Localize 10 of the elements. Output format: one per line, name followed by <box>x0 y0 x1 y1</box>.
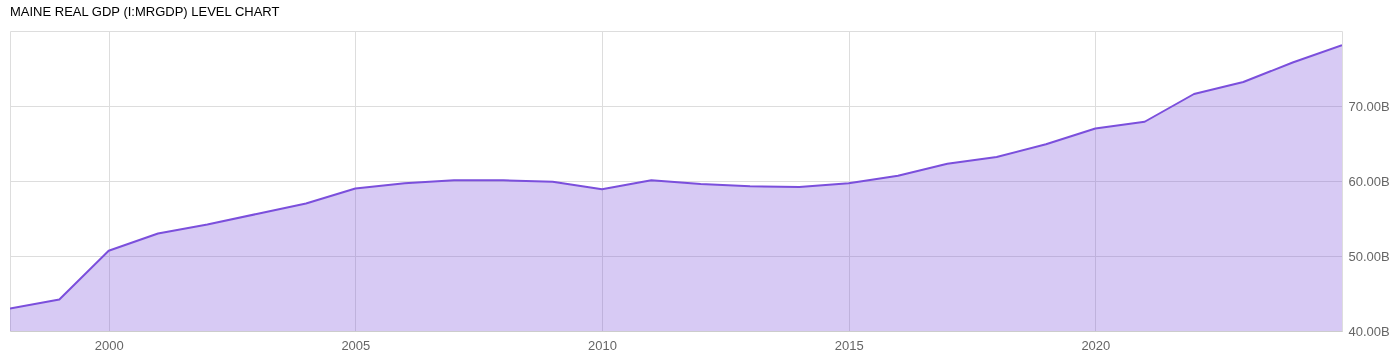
chart-title: MAINE REAL GDP (I:MRGDP) LEVEL CHART <box>10 4 280 19</box>
x-tick-label: 2020 <box>1081 337 1111 353</box>
y-tick-label: 50.00B <box>1348 248 1390 264</box>
x-tick-label: 2000 <box>94 337 124 353</box>
y-tick-label: 60.00B <box>1348 173 1390 189</box>
y-tick-label: 40.00B <box>1348 323 1390 339</box>
y-tick-label: 70.00B <box>1348 98 1390 114</box>
x-tick-label: 2010 <box>588 337 617 353</box>
x-tick-label: 2015 <box>834 337 864 353</box>
x-tick-label: 2005 <box>341 337 371 353</box>
